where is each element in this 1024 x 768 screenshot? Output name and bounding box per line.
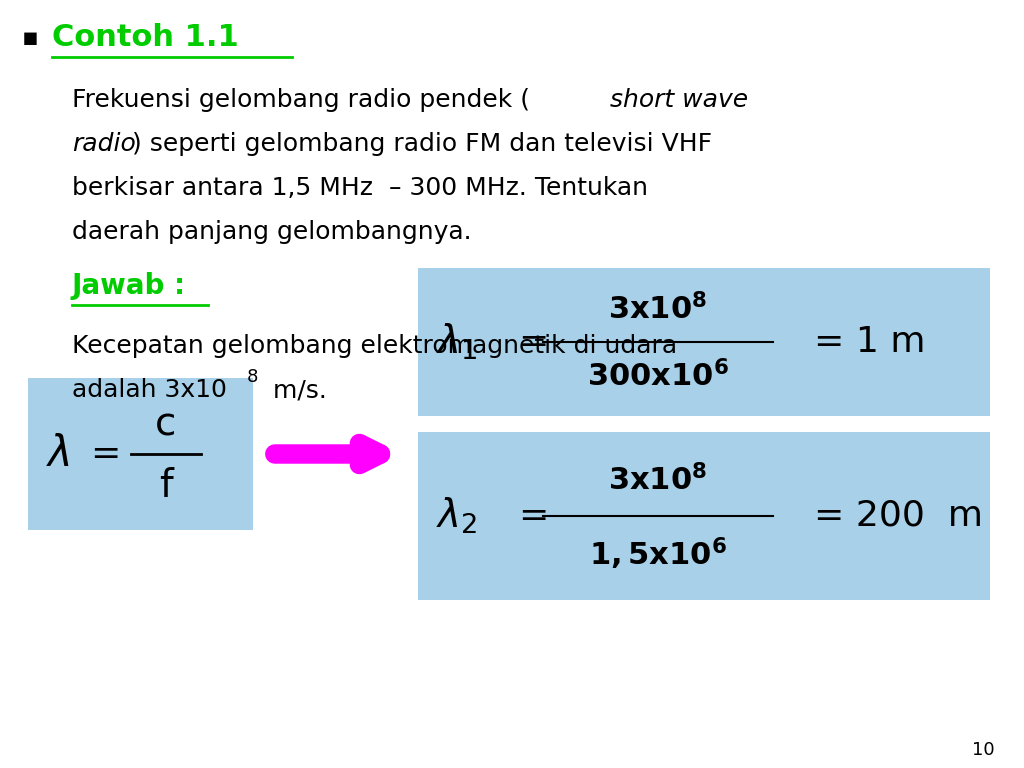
Text: $\lambda$: $\lambda$	[46, 433, 71, 475]
Text: =: =	[90, 437, 121, 471]
Text: 8: 8	[247, 368, 258, 386]
Text: $\mathbf{3x10^8}$: $\mathbf{3x10^8}$	[608, 293, 708, 326]
Text: short wave: short wave	[610, 88, 749, 112]
Text: $\lambda_1$: $\lambda_1$	[436, 322, 477, 362]
Text: $\mathbf{1,5x10^6}$: $\mathbf{1,5x10^6}$	[589, 536, 727, 572]
Text: f: f	[159, 467, 173, 505]
FancyBboxPatch shape	[418, 432, 990, 600]
Text: = 200  m: = 200 m	[814, 499, 983, 533]
Text: ) seperti gelombang radio FM dan televisi VHF: ) seperti gelombang radio FM dan televis…	[132, 132, 712, 156]
Text: Frekuensi gelombang radio pendek (: Frekuensi gelombang radio pendek (	[72, 88, 530, 112]
Text: Contoh 1.1: Contoh 1.1	[52, 24, 239, 52]
Text: Kecepatan gelombang elektromagnetik di udara: Kecepatan gelombang elektromagnetik di u…	[72, 334, 677, 358]
Text: $\lambda_2$: $\lambda_2$	[436, 496, 477, 536]
Text: berkisar antara 1,5 MHz  – 300 MHz. Tentukan: berkisar antara 1,5 MHz – 300 MHz. Tentu…	[72, 176, 648, 200]
Text: radio: radio	[72, 132, 136, 156]
Text: adalah 3x10: adalah 3x10	[72, 378, 227, 402]
Text: = 1 m: = 1 m	[814, 325, 926, 359]
Text: $\mathbf{300x10^6}$: $\mathbf{300x10^6}$	[587, 359, 729, 392]
FancyBboxPatch shape	[28, 378, 253, 530]
Text: Jawab :: Jawab :	[72, 272, 186, 300]
Text: $\mathbf{3x10^8}$: $\mathbf{3x10^8}$	[608, 464, 708, 496]
FancyBboxPatch shape	[418, 268, 990, 416]
Text: daerah panjang gelombangnya.: daerah panjang gelombangnya.	[72, 220, 472, 244]
Text: =: =	[518, 325, 549, 359]
Text: c: c	[156, 405, 177, 443]
Text: ▪: ▪	[22, 26, 39, 50]
Text: m/s.: m/s.	[265, 378, 327, 402]
Text: =: =	[518, 499, 549, 533]
Text: 10: 10	[973, 741, 995, 759]
